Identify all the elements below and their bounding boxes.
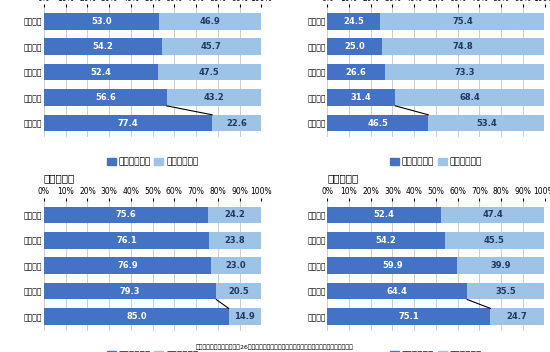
Text: 68.4: 68.4 [459, 93, 480, 102]
Text: 75.6: 75.6 [116, 210, 136, 219]
Text: 22.6: 22.6 [226, 119, 247, 127]
Bar [385, 64, 544, 81]
Text: 77.4: 77.4 [118, 119, 139, 127]
Text: 85.0: 85.0 [126, 312, 147, 321]
Text: 45.5: 45.5 [484, 236, 505, 245]
Bar [467, 283, 544, 300]
Bar [327, 13, 381, 30]
Text: 52.4: 52.4 [374, 210, 394, 219]
Text: 73.3: 73.3 [454, 68, 475, 77]
Bar [491, 308, 544, 325]
Bar [327, 232, 445, 249]
Text: 75.1: 75.1 [398, 312, 419, 321]
Text: 46.9: 46.9 [200, 17, 221, 26]
Text: 国立教育政策研究所「平成26年度全国学力・学習状況調査報告書（質問紙調査）」より作成: 国立教育政策研究所「平成26年度全国学力・学習状況調査報告書（質問紙調査）」より… [196, 345, 354, 350]
Legend: 肯定的な回答, 否定的な回答: 肯定的な回答, 否定的な回答 [107, 351, 199, 352]
Bar [458, 257, 544, 274]
Text: 54.2: 54.2 [376, 236, 397, 245]
Text: 79.3: 79.3 [120, 287, 140, 296]
Text: 24.2: 24.2 [224, 210, 245, 219]
Bar [44, 13, 159, 30]
Text: 24.5: 24.5 [343, 17, 364, 26]
Bar [44, 64, 158, 81]
Text: 47.4: 47.4 [482, 210, 503, 219]
Bar [381, 13, 544, 30]
Bar [445, 232, 544, 249]
Text: 31.4: 31.4 [351, 93, 372, 102]
Bar [327, 257, 458, 274]
Bar [327, 308, 491, 325]
Legend: 肯定的な回答, 否定的な回答: 肯定的な回答, 否定的な回答 [107, 157, 199, 166]
Bar [327, 283, 467, 300]
Text: 53.4: 53.4 [476, 119, 497, 127]
Bar [44, 257, 211, 274]
Text: 47.5: 47.5 [199, 68, 220, 77]
Text: 45.7: 45.7 [201, 42, 222, 51]
Bar [216, 283, 261, 300]
Bar [211, 257, 261, 274]
Text: 14.9: 14.9 [234, 312, 255, 321]
Text: 23.8: 23.8 [225, 236, 245, 245]
Bar [44, 283, 216, 300]
Text: 64.4: 64.4 [387, 287, 408, 296]
Text: 76.1: 76.1 [116, 236, 137, 245]
Bar [327, 89, 395, 106]
Text: 76.9: 76.9 [117, 261, 138, 270]
Bar [208, 207, 261, 223]
Bar [327, 38, 382, 55]
Bar [44, 115, 212, 131]
Text: 39.9: 39.9 [491, 261, 511, 270]
Text: 46.5: 46.5 [367, 119, 388, 127]
Text: 75.4: 75.4 [452, 17, 473, 26]
Bar [382, 38, 544, 55]
Text: 56.6: 56.6 [95, 93, 116, 102]
Legend: 肯定的な回答, 否定的な回答: 肯定的な回答, 否定的な回答 [390, 157, 482, 166]
Text: 20.5: 20.5 [228, 287, 249, 296]
Bar [327, 115, 428, 131]
Legend: 肯定的な回答, 否定的な回答: 肯定的な回答, 否定的な回答 [390, 351, 482, 352]
Bar [395, 89, 544, 106]
Text: 『小学校』: 『小学校』 [44, 173, 75, 183]
Bar [159, 13, 261, 30]
Text: 54.2: 54.2 [92, 42, 113, 51]
Bar [210, 232, 261, 249]
Text: 24.7: 24.7 [507, 312, 527, 321]
Bar [441, 207, 544, 223]
Text: 52.4: 52.4 [91, 68, 111, 77]
Bar [44, 207, 208, 223]
Bar [167, 89, 261, 106]
Bar [162, 38, 261, 55]
Bar [327, 207, 441, 223]
Bar [229, 308, 261, 325]
Text: 43.2: 43.2 [204, 93, 224, 102]
Bar [428, 115, 544, 131]
Bar [44, 38, 162, 55]
Bar [44, 308, 229, 325]
Bar [327, 64, 385, 81]
Bar [44, 232, 210, 249]
Text: 74.8: 74.8 [453, 42, 473, 51]
Text: 23.0: 23.0 [226, 261, 246, 270]
Text: 25.0: 25.0 [344, 42, 365, 51]
Bar [212, 115, 261, 131]
Text: 35.5: 35.5 [496, 287, 516, 296]
Bar [44, 89, 167, 106]
Text: 53.0: 53.0 [91, 17, 112, 26]
Text: 26.6: 26.6 [346, 68, 367, 77]
Text: 『中学校』: 『中学校』 [327, 173, 359, 183]
Text: 59.9: 59.9 [382, 261, 403, 270]
Bar [158, 64, 261, 81]
